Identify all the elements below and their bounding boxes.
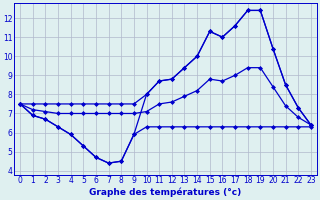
X-axis label: Graphe des températures (°c): Graphe des températures (°c) xyxy=(89,188,242,197)
